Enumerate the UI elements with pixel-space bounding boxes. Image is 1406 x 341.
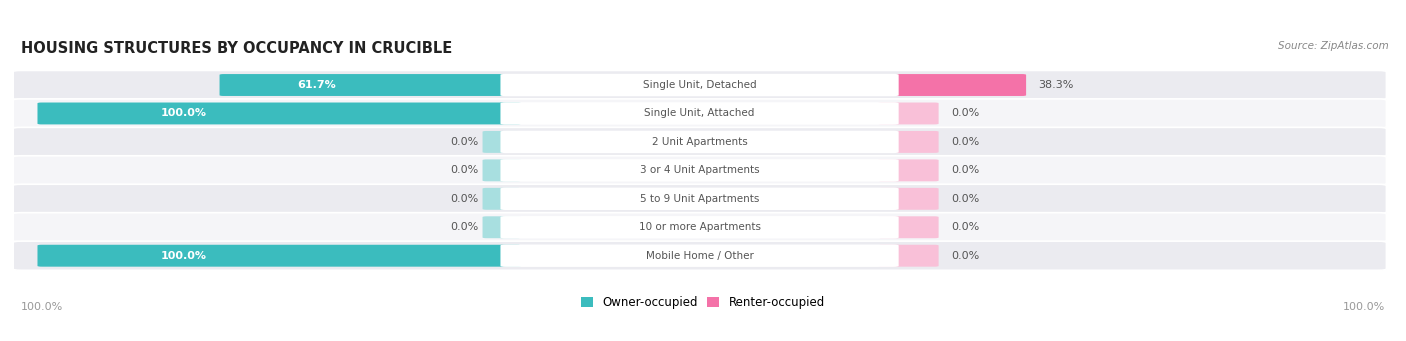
FancyBboxPatch shape (877, 103, 939, 124)
Text: 38.3%: 38.3% (1039, 80, 1074, 90)
Text: 0.0%: 0.0% (450, 222, 478, 232)
FancyBboxPatch shape (501, 74, 898, 96)
FancyBboxPatch shape (877, 188, 939, 210)
FancyBboxPatch shape (13, 184, 1386, 213)
Text: 2 Unit Apartments: 2 Unit Apartments (651, 137, 748, 147)
FancyBboxPatch shape (501, 159, 898, 181)
FancyBboxPatch shape (13, 213, 1386, 242)
Text: Single Unit, Detached: Single Unit, Detached (643, 80, 756, 90)
Text: 3 or 4 Unit Apartments: 3 or 4 Unit Apartments (640, 165, 759, 175)
Text: 0.0%: 0.0% (950, 194, 979, 204)
FancyBboxPatch shape (482, 131, 522, 153)
Text: 0.0%: 0.0% (450, 165, 478, 175)
FancyBboxPatch shape (877, 159, 939, 181)
FancyBboxPatch shape (13, 156, 1386, 185)
Text: 0.0%: 0.0% (950, 108, 979, 118)
Text: 100.0%: 100.0% (21, 302, 63, 312)
Text: 100.0%: 100.0% (160, 251, 207, 261)
FancyBboxPatch shape (38, 103, 522, 124)
FancyBboxPatch shape (13, 241, 1386, 270)
FancyBboxPatch shape (501, 102, 898, 125)
FancyBboxPatch shape (219, 74, 522, 96)
Text: 0.0%: 0.0% (950, 165, 979, 175)
FancyBboxPatch shape (482, 216, 522, 238)
Text: 0.0%: 0.0% (950, 222, 979, 232)
Text: Single Unit, Attached: Single Unit, Attached (644, 108, 755, 118)
FancyBboxPatch shape (877, 131, 939, 153)
Text: HOUSING STRUCTURES BY OCCUPANCY IN CRUCIBLE: HOUSING STRUCTURES BY OCCUPANCY IN CRUCI… (21, 41, 453, 56)
Text: Source: ZipAtlas.com: Source: ZipAtlas.com (1278, 41, 1389, 51)
FancyBboxPatch shape (501, 244, 898, 267)
FancyBboxPatch shape (482, 159, 522, 181)
FancyBboxPatch shape (877, 74, 1026, 96)
FancyBboxPatch shape (13, 99, 1386, 128)
Text: 0.0%: 0.0% (450, 194, 478, 204)
Text: 0.0%: 0.0% (950, 137, 979, 147)
Text: 10 or more Apartments: 10 or more Apartments (638, 222, 761, 232)
Text: 61.7%: 61.7% (297, 80, 336, 90)
FancyBboxPatch shape (877, 216, 939, 238)
FancyBboxPatch shape (38, 245, 522, 267)
Text: 0.0%: 0.0% (950, 251, 979, 261)
FancyBboxPatch shape (13, 127, 1386, 157)
Legend: Owner-occupied, Renter-occupied: Owner-occupied, Renter-occupied (576, 291, 830, 314)
FancyBboxPatch shape (501, 216, 898, 238)
FancyBboxPatch shape (877, 245, 939, 267)
Text: Mobile Home / Other: Mobile Home / Other (645, 251, 754, 261)
Text: 100.0%: 100.0% (1343, 302, 1385, 312)
FancyBboxPatch shape (482, 188, 522, 210)
FancyBboxPatch shape (501, 131, 898, 153)
Text: 5 to 9 Unit Apartments: 5 to 9 Unit Apartments (640, 194, 759, 204)
Text: 0.0%: 0.0% (450, 137, 478, 147)
FancyBboxPatch shape (13, 71, 1386, 100)
FancyBboxPatch shape (501, 188, 898, 210)
Text: 100.0%: 100.0% (160, 108, 207, 118)
